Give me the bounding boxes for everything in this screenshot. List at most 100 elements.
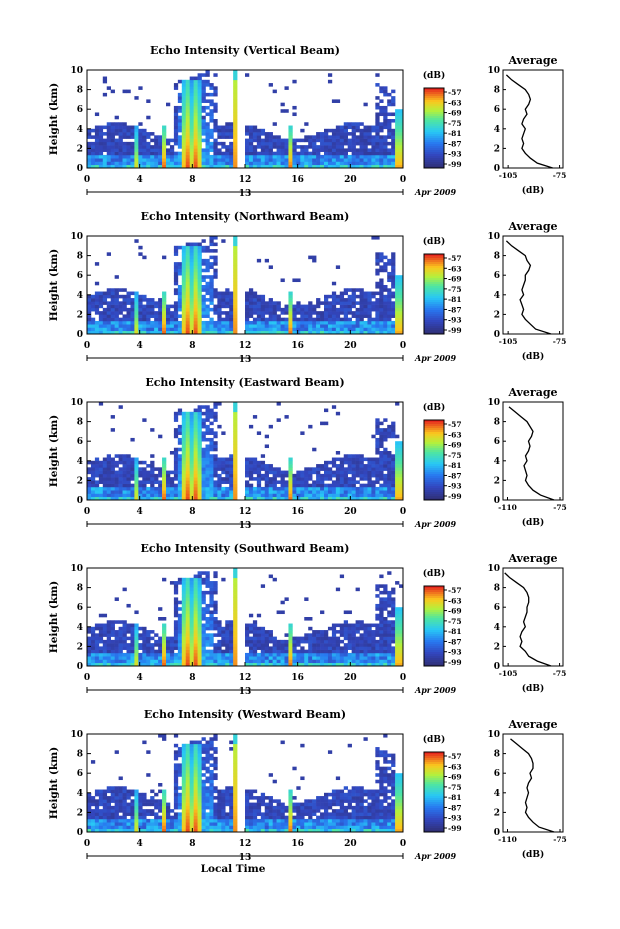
heatmap-cell: [248, 148, 254, 152]
heatmap-cell: [375, 633, 380, 637]
heatmap-cell: [126, 464, 131, 468]
heatmap-cell: [173, 473, 179, 478]
heatmap-cell: [395, 161, 400, 166]
heatmap-cell: [252, 307, 258, 312]
heatmap-cell: [177, 490, 183, 494]
heatmap-cell: [359, 132, 364, 136]
heatmap-cell: [379, 643, 384, 647]
heatmap-cell: [181, 646, 187, 650]
heatmap-cell: [229, 490, 234, 494]
heatmap-cell: [233, 473, 238, 478]
heatmap-cell: [118, 141, 123, 146]
heatmap-cell: [225, 460, 230, 465]
heatmap-cell: [177, 314, 183, 318]
heatmap-cell: [260, 633, 266, 637]
colorbar-segment: [424, 448, 444, 451]
heatmap-cell: [142, 493, 147, 498]
heatmap-cell: [359, 291, 364, 296]
heatmap-cell: [213, 418, 218, 422]
heatmap-cell: [177, 581, 183, 585]
heatmap-cell: [209, 411, 214, 416]
heatmap-cell: [209, 662, 214, 667]
heatmap-cell: [268, 480, 273, 484]
heatmap-cell: [264, 145, 269, 149]
heatmap-cell: [217, 161, 222, 166]
y-axis-label: Height (km): [48, 83, 60, 155]
heatmap-cell: [209, 590, 214, 595]
heatmap-cell: [245, 639, 250, 644]
heatmap-cell: [363, 477, 368, 481]
heatmap-cell: [355, 587, 360, 592]
heatmap-cell: [339, 467, 345, 471]
heatmap-cell: [185, 437, 190, 442]
heatmap-cell: [177, 109, 183, 113]
heatmap-cell: [256, 327, 262, 332]
heatmap-cell: [367, 652, 372, 657]
heatmap-cell: [213, 603, 218, 608]
heatmap-cell: [134, 132, 139, 136]
x-tick-label: 4: [137, 341, 143, 351]
heatmap-cell: [106, 470, 111, 475]
heatmap-cell: [98, 291, 104, 296]
heatmap-cell: [300, 431, 305, 435]
heatmap-cell: [106, 122, 111, 126]
heatmap-cell: [383, 652, 388, 657]
heatmap-cell: [256, 473, 262, 478]
heatmap-cell: [339, 626, 345, 631]
heatmap-cell: [395, 630, 400, 634]
heatmap-cell: [122, 662, 127, 667]
heatmap-cell: [189, 330, 194, 335]
heatmap-cell: [185, 613, 190, 618]
heatmap-cell: [193, 314, 198, 318]
heatmap-cell: [217, 294, 222, 299]
colorbar-tick-label: -81: [448, 461, 462, 470]
heatmap-cell: [94, 652, 100, 657]
heatmap-cell: [296, 643, 301, 647]
heatmap-cell: [185, 304, 190, 309]
heatmap-cell: [130, 639, 135, 644]
heatmap-cell: [367, 304, 372, 309]
heatmap-cell: [130, 307, 135, 312]
heatmap-cell: [248, 636, 254, 641]
heatmap-cell: [205, 122, 210, 126]
heatmap-cell: [205, 288, 210, 292]
heatmap-cell: [209, 460, 214, 465]
heatmap-cell: [217, 314, 222, 318]
heatmap-cell: [90, 649, 96, 654]
heatmap-cell: [221, 135, 226, 139]
heatmap-cell: [355, 138, 360, 143]
heatmap-cell: [130, 164, 135, 169]
heatmap-cell: [122, 298, 127, 302]
heatmap-cell: [367, 630, 372, 634]
heatmap-cell: [181, 164, 187, 169]
heatmap-cell: [300, 320, 305, 325]
heatmap-cell: [395, 158, 400, 162]
heatmap-cell: [229, 307, 234, 312]
heatmap-cell: [248, 649, 254, 654]
heatmap-cell: [335, 314, 341, 318]
heatmap-cell: [233, 245, 238, 250]
heatmap-cell: [225, 490, 230, 494]
heatmap-cell: [102, 659, 108, 664]
heatmap-cell: [209, 161, 214, 166]
heatmap-cell: [197, 590, 202, 595]
colorbar-segment: [424, 450, 444, 453]
heatmap-cell: [142, 418, 147, 422]
heatmap-cell: [150, 467, 155, 471]
heatmap-cell: [209, 431, 214, 435]
heatmap-cell: [399, 298, 404, 302]
heatmap-cell: [359, 496, 364, 501]
heatmap-cell: [205, 411, 210, 416]
heatmap-cell: [102, 626, 108, 631]
heatmap-cell: [233, 477, 238, 481]
colorbar-segment: [424, 276, 444, 279]
heatmap-cell: [387, 600, 392, 605]
heatmap-cell: [221, 639, 226, 644]
heatmap-cell: [312, 330, 317, 335]
heatmap-cell: [375, 324, 380, 328]
heatmap-cell: [248, 311, 254, 315]
heatmap-cell: [209, 324, 214, 328]
heatmap-cell: [221, 327, 226, 332]
heatmap-cell: [122, 636, 127, 641]
heatmap-cell: [284, 158, 289, 162]
